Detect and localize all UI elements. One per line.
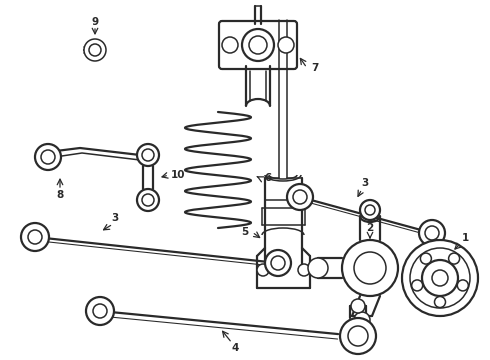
Circle shape	[457, 280, 468, 291]
Text: 6: 6	[265, 173, 271, 183]
Circle shape	[278, 37, 294, 53]
Circle shape	[420, 253, 431, 264]
Circle shape	[89, 44, 101, 56]
Circle shape	[265, 250, 291, 276]
Circle shape	[410, 248, 470, 308]
Circle shape	[287, 184, 313, 210]
Text: 2: 2	[367, 223, 374, 233]
FancyBboxPatch shape	[219, 21, 297, 69]
Text: 9: 9	[92, 17, 98, 27]
Circle shape	[41, 150, 55, 164]
Circle shape	[257, 264, 269, 276]
Circle shape	[142, 149, 154, 161]
Circle shape	[351, 299, 365, 313]
Circle shape	[365, 205, 375, 215]
Circle shape	[222, 37, 238, 53]
Circle shape	[308, 258, 328, 278]
Text: 10: 10	[171, 170, 185, 180]
Circle shape	[340, 318, 376, 354]
Circle shape	[93, 304, 107, 318]
Circle shape	[242, 29, 274, 61]
Circle shape	[86, 297, 114, 325]
Circle shape	[28, 230, 42, 244]
Circle shape	[298, 264, 310, 276]
Circle shape	[419, 220, 445, 246]
Text: 3: 3	[111, 213, 119, 223]
Circle shape	[342, 240, 398, 296]
Circle shape	[449, 253, 460, 264]
Text: 7: 7	[311, 63, 318, 73]
Text: 5: 5	[242, 227, 248, 237]
Circle shape	[21, 223, 49, 251]
Text: 3: 3	[362, 178, 368, 188]
Circle shape	[435, 297, 445, 307]
Text: 4: 4	[231, 343, 239, 353]
Circle shape	[35, 144, 61, 170]
Circle shape	[249, 36, 267, 54]
Circle shape	[360, 200, 380, 220]
Circle shape	[137, 144, 159, 166]
Circle shape	[293, 190, 307, 204]
Circle shape	[354, 252, 386, 284]
Text: 1: 1	[462, 233, 468, 243]
Circle shape	[432, 270, 448, 286]
Circle shape	[412, 280, 423, 291]
Circle shape	[348, 326, 368, 346]
Circle shape	[354, 312, 370, 328]
Text: 8: 8	[56, 190, 64, 200]
Circle shape	[425, 226, 439, 240]
Circle shape	[142, 194, 154, 206]
Circle shape	[402, 240, 478, 316]
Circle shape	[271, 256, 285, 270]
Circle shape	[137, 189, 159, 211]
Circle shape	[422, 260, 458, 296]
Circle shape	[84, 39, 106, 61]
